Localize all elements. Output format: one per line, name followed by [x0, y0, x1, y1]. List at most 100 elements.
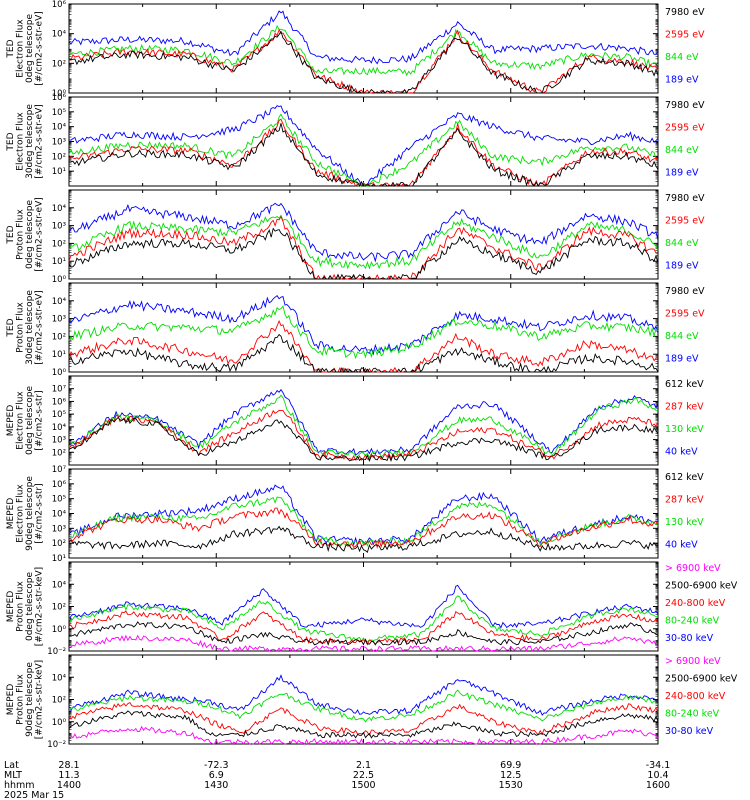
series-line [68, 584, 659, 629]
y-tick-label: 10² [52, 59, 66, 69]
panel-8: 10⁻² 10⁰ 10² 10⁴ MEPEDProton Flux90deg teles… [6, 654, 738, 750]
y-tick-label: 10⁴ [52, 510, 67, 520]
series-line [68, 214, 659, 270]
y-axis-label-line: 90deg telescope [25, 662, 35, 737]
y-tick-label: 10⁻² [47, 740, 66, 750]
series-line [68, 113, 659, 187]
legend-entry: 7980 eV [665, 100, 705, 111]
series-line [68, 305, 659, 360]
y-axis-label: MEPEDProton Flux0deg telescope[#/cm2-s-s… [6, 567, 45, 646]
series-line [68, 725, 659, 745]
y-axis-label-line: Proton Flux [16, 209, 26, 260]
lat-row-label: Lat [4, 760, 19, 771]
panel-3: 10⁰ 10¹ 10² 10³ 10⁴ TEDProton Flux0deg telesc… [6, 189, 705, 285]
lat-value: -34.1 [646, 760, 671, 771]
y-tick-label: 10³ [52, 222, 66, 232]
y-axis-label-line: 0deg telescope [25, 200, 35, 270]
y-tick-label: 10⁶ [52, 0, 67, 10]
lat-value: -72.3 [204, 760, 229, 771]
y-tick-label: 10² [52, 696, 66, 706]
y-tick-label: 10⁴ [52, 204, 67, 214]
panel-5: 10² 10³ 10⁴ 10⁵ 10⁶ 10⁷ MEPEDElectron Flux0deg… [6, 375, 704, 466]
legend-entry: > 6900 keV [665, 563, 721, 574]
y-axis-label-line: 90deg telescope [25, 476, 35, 551]
y-tick-label: 10² [52, 539, 66, 549]
legend-entry: 612 keV [665, 472, 704, 483]
legend-entry: 844 eV [665, 52, 699, 63]
mlt-value: 22.5 [353, 770, 374, 781]
legend-entry: 287 keV [665, 495, 704, 506]
series-line [68, 710, 659, 739]
y-axis-label-line: MEPED [6, 591, 16, 623]
y-axis-label-line: Proton Flux [16, 581, 26, 632]
legend-entry: 844 eV [665, 238, 699, 249]
y-tick-label: 10⁷ [52, 465, 67, 475]
series-line [68, 118, 659, 187]
legend-entry: 189 eV [665, 261, 699, 272]
series-line [68, 634, 659, 652]
y-axis-label-line: [#/cm2-s-str] [35, 483, 45, 543]
legend-entry: 844 eV [665, 331, 699, 342]
y-axis-label-line: [#/cm2-s-str-eV] [35, 104, 45, 179]
legend-entry: 2595 eV [665, 123, 705, 134]
lat-value: 2.1 [356, 760, 371, 771]
series-line [68, 123, 659, 188]
legend-entry: 40 keV [665, 447, 698, 458]
y-axis-label-line: 0deg telescope [25, 386, 35, 456]
y-tick-label: 10⁴ [52, 580, 67, 590]
y-tick-label: 10² [52, 239, 66, 249]
series-line [68, 333, 659, 374]
legend-entry: > 6900 keV [665, 656, 721, 667]
y-tick-label: 10² [52, 152, 66, 162]
hhmm-value: 1400 [57, 780, 81, 791]
y-tick-label: 10⁻² [47, 647, 66, 657]
y-axis-label-line: MEPED [6, 684, 16, 716]
series-line [68, 319, 659, 373]
series-line [68, 416, 659, 463]
y-axis-label-line: Electron Flux [16, 391, 26, 450]
mlt-value: 12.5 [500, 770, 521, 781]
y-axis-label-line: TED [6, 132, 16, 151]
y-tick-label: 10¹ [52, 167, 66, 177]
y-tick-label: 10² [52, 448, 66, 458]
lat-value: 69.9 [500, 760, 521, 771]
lat-value: 28.1 [58, 760, 79, 771]
series-line [68, 674, 659, 716]
y-axis-label: TEDElectron Flux30deg telescope[#/cm2-s-… [6, 104, 45, 179]
legend-entry: 2500-6900 keV [665, 674, 738, 685]
y-tick-label: 10⁵ [52, 108, 66, 118]
mlt-value: 6.9 [209, 770, 224, 781]
legend-entry: 2595 eV [665, 309, 705, 320]
y-axis-label: MEPEDProton Flux90deg telescope[#/cm2-s-… [6, 660, 45, 739]
legend-entry: 130 keV [665, 424, 704, 435]
panel-4: 10⁰ 10¹ 10² 10³ 10⁴ TEDProton Flux30deg teles… [6, 282, 705, 378]
y-axis-label-line: [#/cm2-s-str-keV] [35, 567, 45, 646]
series-line [68, 689, 659, 723]
y-tick-label: 10¹ [52, 554, 66, 564]
y-tick-label: 10⁰ [52, 368, 67, 378]
y-axis-label-line: 0deg telescope [25, 572, 35, 642]
legend-entry: 287 keV [665, 402, 704, 413]
legend-entry: 240-800 keV [665, 691, 726, 702]
legend-entry: 40 keV [665, 540, 698, 551]
y-axis-label-line: MEPED [6, 405, 16, 437]
y-axis-label-line: TED [6, 225, 16, 244]
mlt-row-label: MLT [4, 770, 22, 781]
legend-entry: 30-80 keV [665, 633, 714, 644]
y-tick-label: 10⁰ [52, 275, 67, 285]
legend-entry: 80-240 keV [665, 616, 720, 627]
legend-entry: 2595 eV [665, 30, 705, 41]
legend-entry: 7980 eV [665, 286, 705, 297]
y-axis-label-line: Proton Flux [16, 674, 26, 725]
legend-entry: 189 eV [665, 168, 699, 179]
mlt-value: 11.3 [58, 770, 79, 781]
y-axis-label: MEPEDElectron Flux0deg telescope[#/cm2-s… [6, 386, 45, 456]
y-axis-label-line: TED [6, 318, 16, 337]
y-tick-label: 10⁰ [52, 89, 67, 99]
series-line [68, 525, 659, 553]
hhmm-value: 1530 [499, 780, 523, 791]
y-tick-label: 10³ [52, 138, 66, 148]
y-axis-label-line: 30deg telescope [25, 104, 35, 179]
panel-frame [68, 3, 659, 94]
